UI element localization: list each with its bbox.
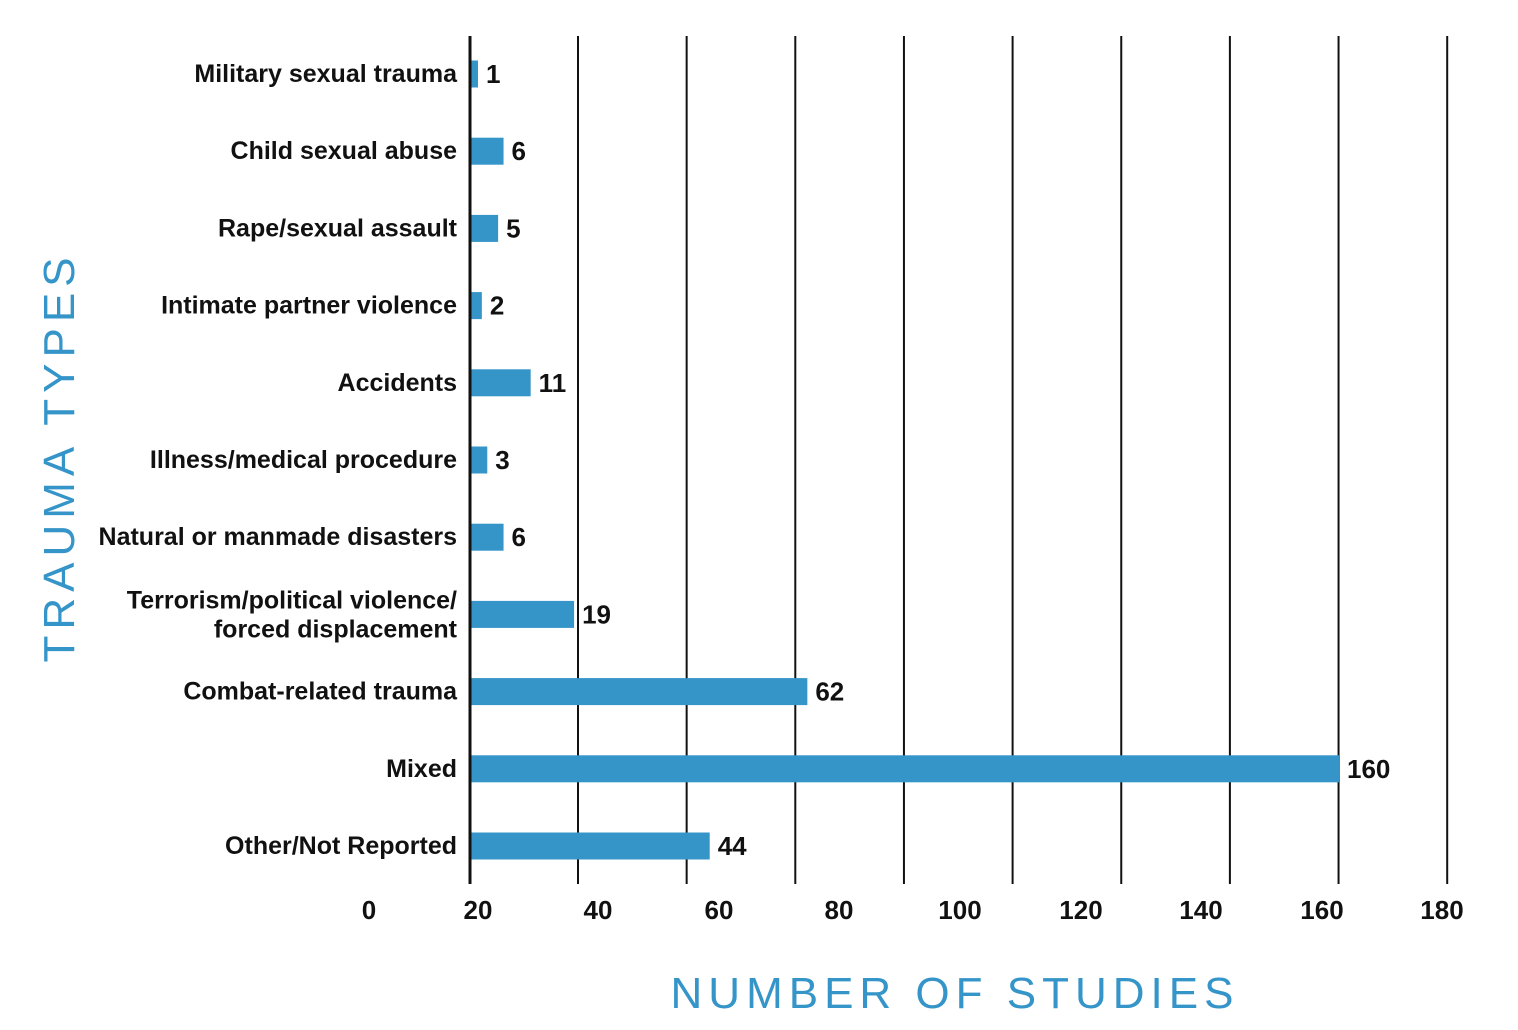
value-label: 11 [539,368,567,398]
y-axis-title: TRAUMA TYPES [35,251,84,662]
value-labels: 1 6 5 2 11 3 6 19 62 160 44 [486,59,1390,861]
category-label: Natural or manmade disasters [99,523,457,551]
x-axis-title: NUMBER OF STUDIES [671,969,1240,1018]
category-label: Terrorism/political violence/forced disp… [127,586,458,643]
bar [471,446,488,474]
category-label: Child sexual abuse [231,137,458,165]
value-label: 3 [495,445,509,475]
bar [471,60,478,88]
value-label: 44 [718,831,747,861]
bar [471,214,499,242]
category-label: Combat-related trauma [183,678,458,706]
category-label: Other/Not Reported [225,832,457,860]
x-tick-label: 160 [1300,895,1343,925]
x-tick-label: 180 [1420,895,1463,925]
category-label: Illness/medical procedure [150,446,457,474]
bar [471,832,710,860]
category-label: Accidents [338,369,457,397]
x-tick-label: 100 [938,895,981,925]
category-label: Military sexual trauma [194,60,458,88]
value-label: 19 [582,599,611,629]
value-label: 5 [506,213,520,243]
x-tick-label: 0 [362,895,376,925]
bar [471,755,1339,783]
value-label: 1 [486,59,500,89]
x-tick-label: 20 [464,895,493,925]
category-labels: Military sexual trauma Child sexual abuse… [99,60,459,860]
bar [471,292,482,320]
value-label: 2 [490,291,504,321]
category-label-line: Terrorism/political violence/ [127,586,457,614]
x-tick-label: 80 [825,895,854,925]
bar [471,678,808,706]
x-tick-label: 120 [1059,895,1102,925]
gridlines [577,36,1449,884]
x-tick-label: 40 [584,895,613,925]
category-label-line: forced displacement [214,615,458,643]
category-label: Mixed [386,755,457,783]
value-label: 6 [512,136,526,166]
value-label: 160 [1347,754,1390,784]
category-label: Rape/sexual assault [218,214,458,242]
category-label: Intimate partner violence [161,292,457,320]
bar [471,523,504,551]
value-label: 6 [512,522,526,552]
bar [471,137,504,165]
x-tick-label: 60 [705,895,734,925]
x-tick-labels: 0 20 40 60 80 100 120 140 160 180 [362,895,1464,925]
value-label: 62 [815,677,844,707]
bar [471,600,575,628]
x-tick-label: 140 [1179,895,1222,925]
bar [471,369,531,397]
bars [471,60,1339,860]
